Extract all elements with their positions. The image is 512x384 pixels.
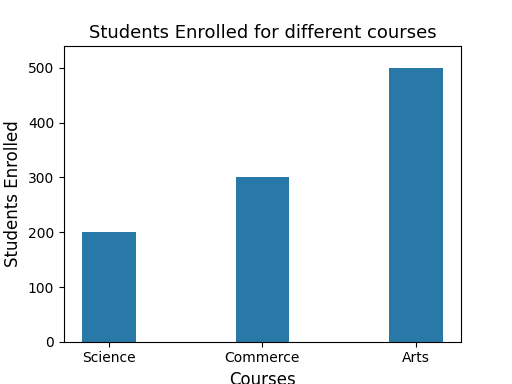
- Title: Students Enrolled for different courses: Students Enrolled for different courses: [89, 24, 436, 42]
- Y-axis label: Students Enrolled: Students Enrolled: [4, 121, 23, 267]
- Bar: [236, 177, 289, 342]
- X-axis label: Courses: Courses: [229, 371, 296, 384]
- Bar: [389, 68, 443, 342]
- Bar: [82, 232, 136, 342]
